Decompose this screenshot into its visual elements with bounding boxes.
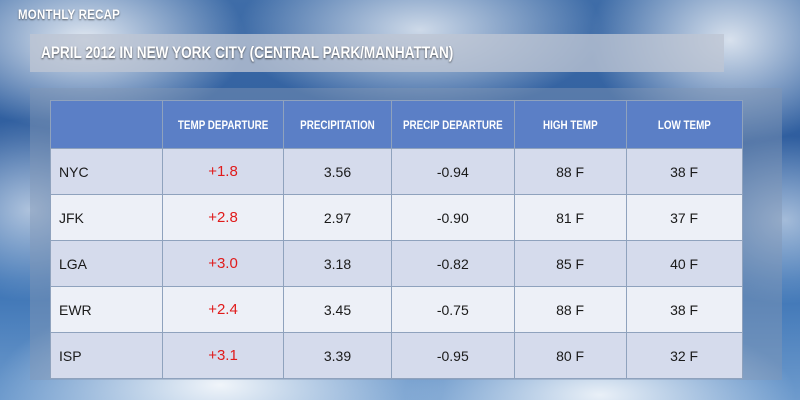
table-row: EWR +2.4 3.45 -0.75 88 F 38 F xyxy=(50,286,743,333)
high-temp-cell: 85 F xyxy=(513,240,627,287)
high-temp-cell: 88 F xyxy=(513,148,627,195)
temp-departure-cell: +2.8 xyxy=(162,194,284,241)
station-cell: EWR xyxy=(50,286,163,333)
precip-departure-cell: -0.94 xyxy=(391,148,515,195)
table-row: JFK +2.8 2.97 -0.90 81 F 37 F xyxy=(50,194,743,241)
temp-departure-cell: +3.0 xyxy=(162,240,284,287)
column-header-low-temp: LOW TEMP xyxy=(625,100,743,149)
column-header-station xyxy=(50,100,163,149)
column-header-precipitation: PRECIPITATION xyxy=(283,100,392,149)
column-header-high-temp: HIGH TEMP xyxy=(513,100,627,149)
low-temp-cell: 32 F xyxy=(625,332,743,379)
precipitation-cell: 3.39 xyxy=(283,332,392,379)
station-cell: NYC xyxy=(50,148,163,195)
precip-departure-cell: -0.95 xyxy=(391,332,515,379)
precip-departure-cell: -0.75 xyxy=(391,286,515,333)
high-temp-cell: 81 F xyxy=(513,194,627,241)
precip-departure-cell: -0.82 xyxy=(391,240,515,287)
high-temp-cell: 80 F xyxy=(513,332,627,379)
column-header-precip-departure: PRECIP DEPARTURE xyxy=(391,100,515,149)
temp-departure-cell: +3.1 xyxy=(162,332,284,379)
precipitation-cell: 3.18 xyxy=(283,240,392,287)
station-cell: JFK xyxy=(50,194,163,241)
monthly-recap-label: MONTHLY RECAP xyxy=(18,6,121,22)
station-cell: LGA xyxy=(50,240,163,287)
precipitation-cell: 3.56 xyxy=(283,148,392,195)
table-row: NYC +1.8 3.56 -0.94 88 F 38 F xyxy=(50,148,743,195)
temp-departure-cell: +2.4 xyxy=(162,286,284,333)
low-temp-cell: 40 F xyxy=(625,240,743,287)
table-panel: TEMP DEPARTURE PRECIPITATION PRECIP DEPA… xyxy=(30,88,782,380)
low-temp-cell: 38 F xyxy=(625,148,743,195)
title-bar: APRIL 2012 IN NEW YORK CITY (CENTRAL PAR… xyxy=(30,34,724,72)
page-title: APRIL 2012 IN NEW YORK CITY (CENTRAL PAR… xyxy=(41,43,454,62)
table-row: LGA +3.0 3.18 -0.82 85 F 40 F xyxy=(50,240,743,287)
precipitation-cell: 3.45 xyxy=(283,286,392,333)
column-header-temp-departure: TEMP DEPARTURE xyxy=(162,100,284,149)
precipitation-cell: 2.97 xyxy=(283,194,392,241)
recap-table: TEMP DEPARTURE PRECIPITATION PRECIP DEPA… xyxy=(50,100,743,379)
temp-departure-cell: +1.8 xyxy=(162,148,284,195)
low-temp-cell: 37 F xyxy=(625,194,743,241)
precip-departure-cell: -0.90 xyxy=(391,194,515,241)
station-cell: ISP xyxy=(50,332,163,379)
high-temp-cell: 88 F xyxy=(513,286,627,333)
table-row: ISP +3.1 3.39 -0.95 80 F 32 F xyxy=(50,332,743,379)
low-temp-cell: 38 F xyxy=(625,286,743,333)
header-row: TEMP DEPARTURE PRECIPITATION PRECIP DEPA… xyxy=(50,100,743,149)
